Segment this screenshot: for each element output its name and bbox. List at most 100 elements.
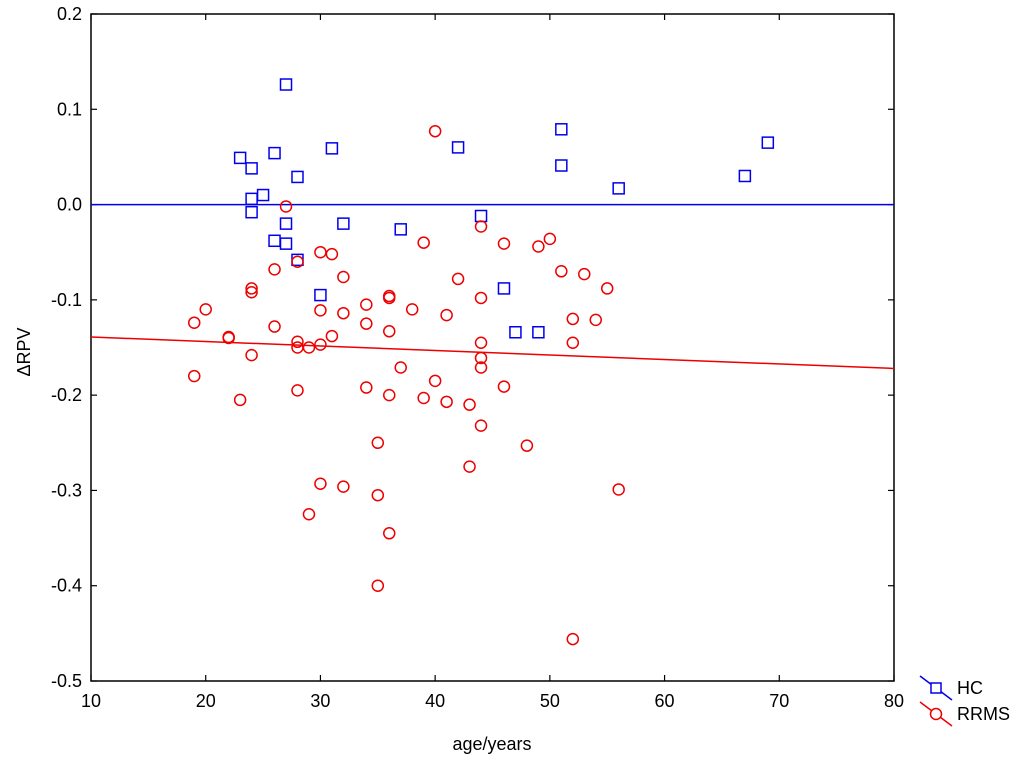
y-tick-label: -0.1: [51, 290, 82, 310]
data-point-rrms: [428, 124, 442, 138]
data-point-rrms: [589, 313, 602, 327]
data-point-rrms: [337, 306, 350, 320]
data-point-rrms: [474, 291, 488, 305]
data-point-rrms: [360, 381, 373, 394]
data-point-hc: [394, 223, 407, 236]
data-point-rrms: [566, 336, 580, 349]
data-point-rrms: [497, 237, 511, 250]
plot-area-frame: [90, 13, 895, 682]
data-point-rrms: [383, 388, 396, 402]
data-point-rrms: [199, 303, 212, 316]
data-point-rrms: [245, 282, 258, 295]
data-point-rrms: [222, 331, 235, 345]
data-point-rrms: [463, 460, 476, 473]
data-point-rrms: [187, 316, 201, 329]
data-point-rrms: [291, 255, 304, 268]
data-point-hc: [612, 182, 625, 195]
data-point-rrms: [383, 291, 396, 305]
data-point-rrms: [371, 579, 385, 592]
x-tick-label: 60: [655, 691, 675, 711]
data-point-rrms: [474, 220, 488, 233]
legend-label: HC: [957, 678, 983, 698]
data-point-rrms: [302, 341, 316, 354]
data-point-rrms: [314, 477, 327, 491]
data-point-rrms: [428, 374, 442, 388]
data-point-rrms: [383, 325, 396, 338]
data-point-rrms: [371, 488, 385, 502]
data-point-rrms: [405, 303, 419, 316]
data-point-rrms: [474, 351, 488, 365]
data-point-hc: [451, 141, 465, 154]
x-tick-label: 70: [769, 691, 789, 711]
data-point-rrms: [268, 263, 281, 276]
y-axis: 0.2 0.1 0.0 -0.1 -0.2 -0.3 -0.4 -0.5: [51, 4, 894, 691]
data-point-rrms: [371, 436, 385, 450]
data-point-rrms: [474, 336, 488, 349]
data-point-rrms: [291, 335, 304, 349]
data-point-rrms: [520, 439, 534, 452]
data-point-hc: [474, 209, 488, 223]
legend-marker-square: [930, 682, 942, 694]
data-point-hc: [738, 169, 752, 183]
data-point-rrms: [555, 265, 568, 278]
data-point-rrms: [245, 348, 258, 362]
data-point-rrms: [245, 285, 258, 299]
legend-item-rrms: RRMS: [919, 701, 1010, 727]
data-point-hc: [233, 151, 247, 165]
data-point-rrms: [268, 320, 281, 333]
data-point-rrms: [532, 240, 545, 253]
x-tick-label: 30: [310, 691, 330, 711]
x-tick-label: 20: [196, 691, 216, 711]
legend-marker-circle: [929, 707, 943, 721]
data-point-rrms: [451, 272, 465, 286]
data-point-rrms: [394, 361, 407, 374]
legend-item-hc: HC: [919, 675, 983, 701]
data-point-rrms: [314, 245, 327, 259]
data-point-hc: [279, 78, 293, 91]
data-point-rrms: [600, 282, 614, 295]
y-tick-label: -0.3: [51, 480, 82, 500]
y-tick-label: 0.0: [57, 195, 82, 215]
data-point-rrms: [578, 267, 591, 281]
data-point-hc: [256, 188, 270, 202]
data-point-hc: [555, 123, 568, 136]
x-tick-label: 50: [540, 691, 560, 711]
data-point-rrms: [497, 380, 511, 393]
y-tick-label: 0.1: [57, 99, 82, 119]
x-tick-label: 80: [884, 691, 904, 711]
data-point-rrms: [325, 329, 339, 343]
data-point-rrms: [337, 480, 350, 493]
x-axis-label: age/years: [452, 734, 531, 754]
data-point-hc: [279, 237, 293, 250]
data-points: [187, 78, 775, 646]
data-point-rrms: [360, 317, 373, 330]
data-point-rrms: [314, 338, 327, 351]
legend: HC RRMS: [919, 675, 1010, 727]
data-point-rrms: [302, 508, 316, 521]
data-point-rrms: [291, 384, 304, 397]
data-point-hc: [532, 326, 545, 339]
data-point-hc: [337, 217, 350, 230]
x-tick-label: 40: [425, 691, 445, 711]
data-point-rrms: [417, 236, 430, 249]
data-point-rrms: [474, 419, 488, 432]
y-tick-label: -0.5: [51, 671, 82, 691]
data-point-rrms: [233, 393, 247, 407]
data-point-rrms: [187, 369, 201, 383]
data-point-hc: [268, 146, 281, 160]
data-point-hc: [268, 234, 281, 248]
data-point-rrms: [474, 361, 488, 374]
data-point-rrms: [463, 398, 476, 411]
regression-lines: [90, 203, 895, 370]
data-point-rrms: [360, 298, 373, 311]
data-point-rrms: [612, 483, 625, 496]
y-tick-label: -0.2: [51, 385, 82, 405]
y-axis-label: ΔRPV: [14, 327, 34, 376]
data-point-rrms: [417, 391, 430, 405]
data-point-rrms: [566, 312, 580, 326]
data-point-rrms: [566, 632, 580, 646]
data-point-rrms: [337, 270, 350, 284]
data-point-rrms: [279, 200, 293, 213]
data-point-rrms: [543, 232, 557, 246]
